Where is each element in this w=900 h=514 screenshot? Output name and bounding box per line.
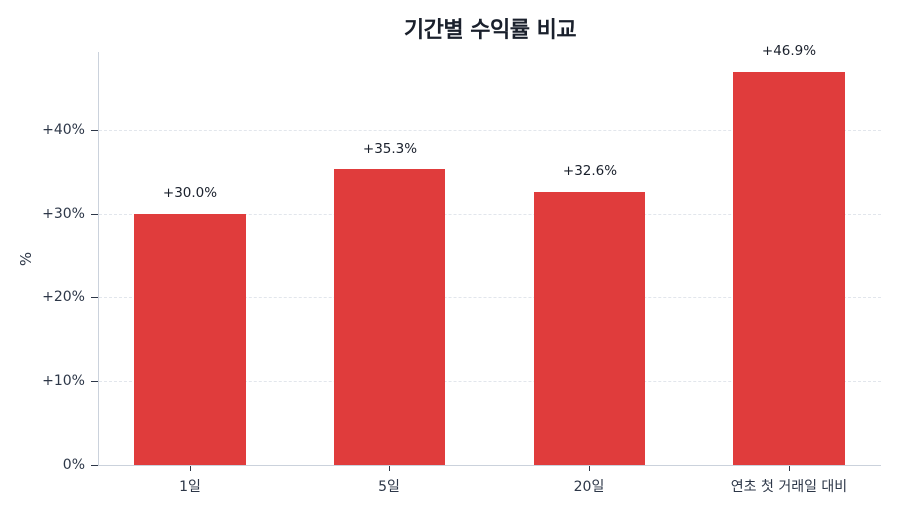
bar-value-label: +32.6%	[562, 163, 618, 179]
bar-ytd	[733, 72, 845, 465]
bar-20day	[534, 192, 645, 465]
gridline-10	[99, 381, 881, 382]
x-tick	[190, 466, 191, 471]
y-tick	[91, 381, 98, 382]
gridline-20	[99, 297, 881, 298]
gridline-30	[99, 214, 881, 215]
y-tick-label: +40%	[42, 122, 85, 138]
bar-1day	[134, 214, 246, 465]
x-tick-label: 연초 첫 거래일 대비	[730, 479, 848, 495]
y-tick-label: +20%	[42, 289, 85, 305]
y-tick	[91, 214, 98, 215]
x-tick-label: 1일	[179, 479, 201, 495]
y-axis	[98, 52, 99, 466]
x-tick-label: 5일	[378, 479, 400, 495]
x-tick	[789, 466, 790, 471]
chart-title: 기간별 수익률 비교	[403, 18, 577, 43]
x-axis	[98, 465, 881, 466]
y-tick	[91, 130, 98, 131]
y-tick-label: +30%	[42, 206, 85, 222]
bar-5day	[334, 169, 445, 465]
y-tick-label: +10%	[42, 373, 85, 389]
y-axis-title: %	[17, 251, 35, 267]
bar-value-label: +35.3%	[362, 141, 418, 157]
x-tick-label: 20일	[573, 479, 605, 495]
y-tick	[91, 465, 98, 466]
x-tick	[389, 466, 390, 471]
x-tick	[589, 466, 590, 471]
y-tick-label: 0%	[62, 457, 85, 473]
bar-value-label: +30.0%	[162, 185, 218, 201]
y-tick	[91, 297, 98, 298]
gridline-40	[99, 130, 881, 131]
bar-value-label: +46.9%	[761, 43, 817, 59]
